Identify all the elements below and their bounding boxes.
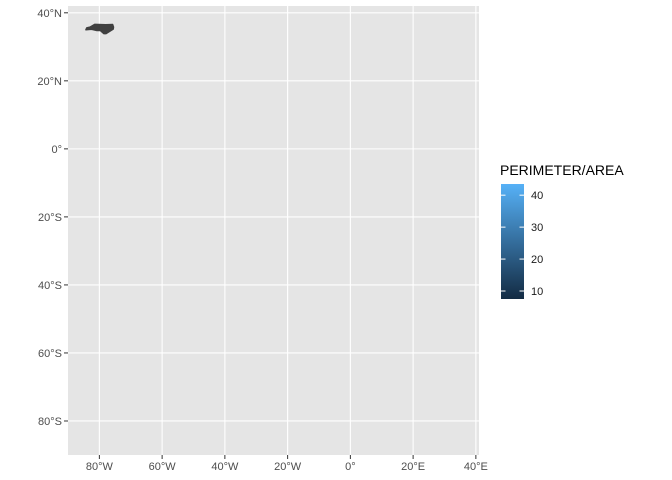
colorbar-ticks: 10 20 30 40: [501, 190, 543, 298]
x-tick-label: 60°W: [149, 461, 177, 473]
y-tick-label: 0°: [51, 144, 62, 156]
x-axis: 80°W 60°W 40°W 20°W 0° 20°E 40°E: [86, 455, 488, 473]
y-tick-label: 40°N: [37, 8, 62, 20]
y-tick-label: 20°N: [37, 76, 62, 88]
y-axis: 40°N 20°N 0° 20°S 40°S 60°S 80°S: [37, 8, 68, 428]
x-tick-label: 0°: [345, 461, 356, 473]
y-tick-label: 80°S: [38, 416, 62, 428]
x-tick-label: 20°E: [401, 461, 425, 473]
colorbar-tick-label: 40: [531, 190, 543, 202]
y-tick-label: 60°S: [38, 348, 62, 360]
north-carolina-region: [85, 23, 115, 35]
x-tick-label: 40°E: [464, 461, 488, 473]
colorbar: [501, 184, 524, 299]
colorbar-tick-label: 10: [531, 286, 543, 298]
colorbar-tick-label: 30: [531, 222, 543, 234]
colorbar-tick-label: 20: [531, 254, 543, 266]
x-tick-label: 20°W: [274, 461, 302, 473]
x-tick-label: 80°W: [86, 461, 114, 473]
x-tick-label: 40°W: [211, 461, 239, 473]
legend-title: PERIMETER/AREA: [500, 162, 624, 178]
y-tick-label: 40°S: [38, 280, 62, 292]
panel-background: [68, 6, 479, 455]
gridlines: [68, 6, 479, 455]
colorbar-legend: PERIMETER/AREA 10 20 30 40: [500, 162, 624, 299]
y-tick-label: 20°S: [38, 212, 62, 224]
